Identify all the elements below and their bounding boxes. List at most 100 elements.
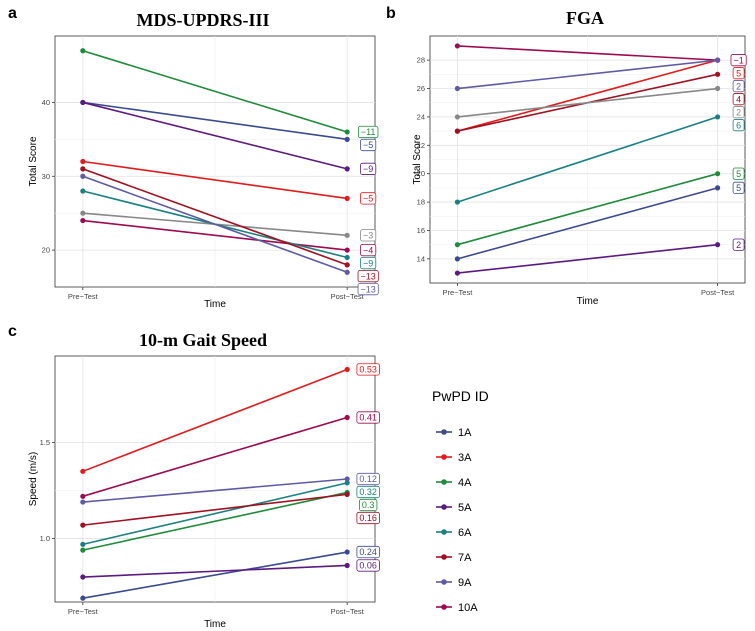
legend-item-4A: 4A — [436, 477, 472, 489]
data-point — [80, 574, 86, 580]
legend-key-point — [441, 604, 447, 610]
data-point — [454, 242, 461, 248]
series-line — [457, 187, 718, 260]
series-line — [82, 478, 348, 503]
data-label-box — [356, 485, 380, 499]
data-label-box — [360, 192, 377, 205]
data-point — [714, 57, 721, 63]
data-label: 0.53 — [356, 363, 380, 376]
data-label-text: −9 — [363, 164, 373, 174]
series-1A — [80, 549, 350, 601]
series-9A — [80, 476, 350, 505]
data-label-text: 0.32 — [359, 487, 377, 497]
data-point — [714, 85, 721, 92]
data-label-box — [356, 511, 380, 525]
data-label-text: −13 — [361, 271, 376, 281]
x-axis-label: Time — [577, 296, 599, 307]
series-7A — [80, 166, 350, 268]
data-point — [80, 547, 86, 553]
data-point — [80, 541, 86, 547]
legend-key-point — [441, 429, 447, 435]
data-point — [344, 247, 350, 253]
data-label-text: −1 — [733, 55, 743, 65]
data-label: 4 — [732, 93, 745, 106]
series-line — [82, 101, 348, 170]
series-6A — [80, 480, 350, 547]
data-point — [454, 114, 461, 120]
data-point — [80, 99, 86, 106]
data-label-box — [732, 67, 745, 80]
data-label-box — [357, 269, 379, 283]
data-point — [80, 166, 86, 172]
legend-item-5A: 5A — [436, 502, 472, 514]
data-label-box — [356, 363, 380, 376]
x-tick-label: Pre−Test — [68, 607, 99, 616]
series-line — [457, 87, 718, 118]
y-axis-label: Total Score — [412, 134, 423, 184]
y-axis-label: Total Score — [28, 136, 39, 186]
data-label-box — [732, 93, 745, 106]
data-label-box — [732, 181, 745, 194]
data-point — [454, 199, 461, 205]
data-point — [454, 256, 461, 262]
series-line — [457, 59, 718, 90]
chart-title: FGA — [566, 8, 604, 28]
series-10A — [80, 414, 350, 499]
data-label: −13 — [357, 269, 379, 283]
data-label-text: 0.06 — [359, 561, 377, 571]
data-point — [344, 491, 350, 497]
series-5A — [454, 242, 721, 276]
data-point — [344, 549, 350, 555]
data-point — [344, 254, 350, 261]
series-4A — [454, 171, 721, 248]
legend-key-point — [441, 579, 447, 585]
data-label-box — [356, 559, 380, 572]
y-tick-label: 28 — [417, 56, 425, 65]
data-label: 0.41 — [356, 411, 380, 424]
series-9A — [454, 57, 721, 92]
data-point — [344, 476, 350, 482]
data-point — [714, 185, 721, 191]
series-9A — [80, 173, 350, 275]
series-7A — [80, 491, 350, 528]
series-4A — [80, 48, 350, 135]
data-label-text: −4 — [363, 245, 373, 255]
data-label: 0.3 — [359, 498, 378, 512]
data-label-text: 6 — [736, 120, 741, 130]
legend-item-label: 6A — [458, 527, 472, 539]
data-label-box — [357, 282, 379, 296]
legend-item-label: 5A — [458, 502, 472, 514]
series-5A — [80, 562, 350, 580]
data-label-text: 0.53 — [359, 365, 377, 375]
panel-label-b: b — [386, 5, 396, 22]
series-line — [82, 551, 348, 599]
y-tick-label: 16 — [417, 226, 425, 235]
legend-item-1A: 1A — [436, 427, 472, 439]
series-line — [82, 101, 348, 141]
series-line — [82, 482, 348, 546]
data-label-box — [360, 229, 377, 242]
data-point — [714, 114, 721, 120]
data-label-box — [356, 411, 380, 424]
y-axis-label: Speed (m/s) — [28, 452, 39, 506]
series-line — [457, 172, 718, 246]
data-label-text: 0.3 — [362, 500, 375, 510]
data-label: −11 — [357, 125, 379, 139]
series-10A — [454, 85, 721, 120]
data-label: −13 — [357, 282, 379, 296]
y-tick-label: 30 — [42, 172, 50, 181]
series-line — [457, 243, 718, 274]
data-label: 0.12 — [356, 472, 380, 486]
legend-item-label: 9A — [458, 577, 472, 589]
data-label-text: 5 — [736, 68, 741, 78]
data-label: −3 — [360, 229, 377, 242]
data-point — [80, 468, 86, 474]
legend-item-10A: 10A — [436, 602, 478, 614]
data-label-text: 2 — [736, 107, 741, 117]
data-point — [344, 195, 350, 202]
y-tick-label: 14 — [417, 254, 425, 263]
legend-item-6A: 6A — [436, 527, 472, 539]
data-label-text: 0.16 — [359, 513, 377, 523]
data-point — [80, 158, 86, 165]
